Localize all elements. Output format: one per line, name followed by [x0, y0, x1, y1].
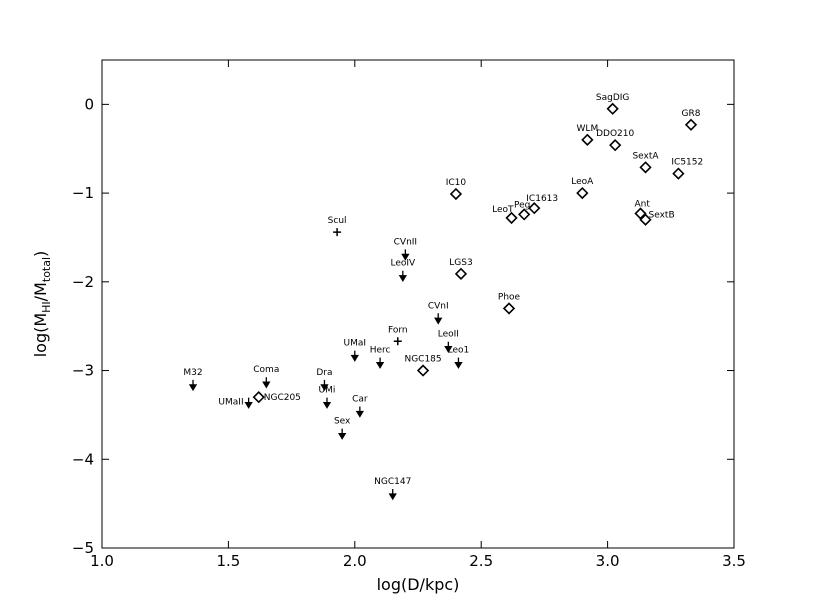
upper-limit-marker — [244, 397, 253, 409]
point-label: GR8 — [682, 109, 701, 119]
plot-frame — [101, 59, 735, 549]
x-tick-label: 2.5 — [469, 552, 493, 570]
point-label: NGC185 — [404, 355, 441, 365]
point-label: LeoT — [492, 205, 514, 215]
upper-limit-marker — [322, 397, 332, 409]
y-label-part: ) — [31, 251, 50, 257]
point-label: LGS3 — [449, 258, 472, 268]
upper-limit-marker — [188, 379, 198, 392]
upper-limit-marker — [388, 488, 397, 501]
point-label: Dra — [316, 368, 332, 378]
x-axis-label: log(D/kpc) — [377, 575, 460, 594]
point-label: CVnI — [428, 301, 449, 311]
y-label-part: /M — [31, 282, 50, 301]
diamond-marker — [581, 133, 594, 146]
diamond-marker — [639, 213, 652, 226]
point-label: SextB — [649, 211, 675, 221]
upper-limit-marker — [338, 428, 347, 440]
diamond-marker — [518, 208, 531, 221]
upper-limit-marker — [434, 313, 443, 325]
point-label: UMaI — [344, 339, 367, 349]
upper-limit-marker — [454, 357, 463, 369]
y-tick-label: −3 — [72, 362, 94, 380]
diamond-marker — [639, 161, 652, 174]
diamond-marker — [634, 207, 647, 220]
y-label-sub: total — [40, 257, 53, 282]
y-tick-label: −5 — [72, 539, 94, 557]
point-label: SextA — [632, 151, 659, 161]
plus-marker — [333, 228, 342, 237]
diamond-marker — [502, 302, 516, 315]
diamond-marker — [576, 186, 589, 200]
point-label: UMaII — [218, 398, 243, 408]
diamond-marker — [449, 187, 463, 201]
y-tick-label: −4 — [72, 450, 94, 468]
point-label: Coma — [253, 365, 279, 375]
point-label: NGC205 — [264, 393, 301, 403]
diamond-marker — [609, 139, 622, 152]
x-tick-label: 1.0 — [90, 552, 114, 570]
upper-limit-marker — [444, 341, 453, 353]
upper-limit-marker — [401, 249, 410, 261]
y-tick-label: −2 — [72, 273, 94, 291]
point-label: NGC147 — [374, 477, 411, 487]
point-label: UMi — [319, 386, 336, 396]
point-label: Ant — [634, 199, 650, 209]
upper-limit-marker — [398, 270, 407, 282]
point-label: LeoA — [571, 177, 594, 187]
diamond-marker — [505, 211, 518, 225]
diamond-marker — [454, 267, 468, 280]
diamond-marker — [684, 118, 698, 131]
x-tick-label: 2.0 — [343, 552, 367, 570]
point-label: Car — [352, 394, 368, 404]
point-label: DDO210 — [596, 129, 634, 139]
point-label: IC1613 — [526, 194, 558, 204]
x-tick-label: 3.0 — [596, 552, 620, 570]
upper-limit-marker — [262, 377, 271, 389]
diamond-marker — [672, 167, 685, 180]
x-tick-label: 3.5 — [722, 552, 746, 570]
point-label: LeoII — [438, 330, 459, 340]
diamond-marker — [252, 391, 265, 404]
upper-limit-marker — [355, 406, 365, 418]
point-label: M32 — [183, 368, 202, 378]
diamond-marker — [528, 202, 541, 215]
point-label: Forn — [388, 325, 408, 335]
point-label: SagDIG — [596, 93, 630, 103]
diamond-marker — [606, 102, 619, 115]
point-label: CVnII — [394, 237, 417, 247]
point-label: LeoIV — [390, 259, 416, 269]
upper-limit-marker — [375, 357, 385, 369]
point-label: Scul — [328, 216, 347, 226]
diamond-marker — [416, 364, 430, 377]
point-label: Herc — [370, 346, 391, 356]
point-label: Phoe — [498, 292, 521, 302]
y-tick-label: −1 — [72, 184, 94, 202]
point-label: Peg — [514, 200, 530, 210]
y-label-part: log(M — [31, 313, 50, 357]
y-label-sub: HI — [40, 301, 53, 313]
plus-marker — [393, 337, 402, 346]
point-label: IC10 — [446, 178, 467, 188]
y-tick-label: 0 — [84, 95, 94, 113]
point-label: Sex — [334, 417, 351, 427]
point-label: IC5152 — [671, 158, 703, 168]
upper-limit-marker — [320, 379, 329, 392]
upper-limit-marker — [350, 350, 359, 362]
y-axis-label: log(MHI/Mtotal) — [31, 251, 53, 358]
x-tick-label: 1.5 — [216, 552, 240, 570]
point-label: Leo1 — [448, 346, 470, 356]
point-label: WLM — [577, 124, 599, 134]
